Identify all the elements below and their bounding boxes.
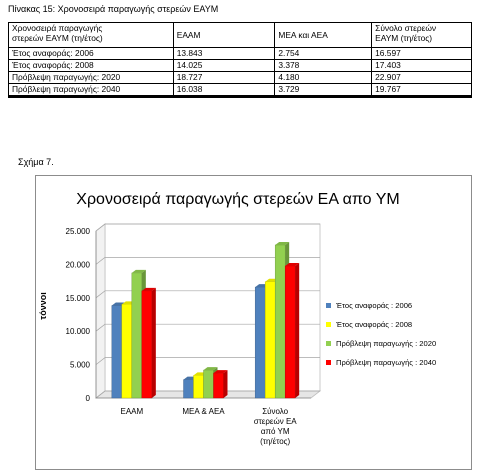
production-table: Χρονοσειρά παραγωγής στερεών ΕΑΥΜ (τη/έτ…: [8, 22, 472, 98]
legend-swatch: [326, 303, 331, 308]
gridline: [95, 223, 320, 232]
header-total-line1: Σύνολο στερεών: [375, 23, 437, 33]
legend: Έτος αναφοράς : 2006 Έτος αναφοράς : 2008…: [326, 301, 436, 367]
row-label: Πρόβλεψη παραγωγής: 2040: [8, 83, 174, 98]
row-label: Πρόβλεψη παραγωγής: 2020: [8, 71, 174, 84]
legend-entry: Έτος αναφοράς : 2006: [335, 301, 412, 310]
legend-swatch: [326, 341, 331, 346]
row-eaam: 13.843: [172, 47, 276, 60]
y-tick-label: 0: [86, 394, 91, 403]
bar-chart: Χρονοσειρά παραγωγής στερεών ΕΑ απο ΥΜ τ…: [38, 191, 436, 446]
bar: [141, 287, 156, 399]
table-row: Έτος αναφοράς: 2008 14.025 3.378 17.403: [8, 59, 472, 72]
chart-side-wall: [95, 223, 106, 399]
y-axis-label: τόννοι: [38, 292, 48, 320]
header-cell-mea: ΜΕΑ και ΑΕΑ: [274, 22, 373, 48]
table-row: Πρόβλεψη παραγωγής: 2040 16.038 3.729 19…: [8, 83, 472, 98]
header-cell-eaam: ΕΑΑΜ: [172, 22, 276, 48]
table-caption: Πίνακας 15: Χρονοσειρά παραγωγής στερεών…: [8, 4, 219, 14]
gridline: [95, 290, 320, 299]
header-series-line2: στερεών ΕΑΥΜ (τη/έτος): [12, 33, 103, 43]
legend-entry: Πρόβλεψη παραγωγής : 2040: [336, 358, 436, 367]
row-mea: 3.729: [274, 83, 373, 98]
row-mea: 2.754: [274, 47, 373, 60]
gridline: [95, 323, 320, 332]
plot-area: 0 5.000 10.000 15.000 20.000 25.000 ΕΑΑΜ ΜΕΑ & …: [66, 223, 322, 446]
y-tick-label: 5.000: [70, 361, 91, 370]
header-cell-total: Σύνολο στερεών ΕΑΥΜ (τη/έτος): [371, 22, 472, 48]
header-total-line2: ΕΑΥΜ (τη/έτος): [375, 33, 433, 43]
y-tick-label: 20.000: [66, 260, 91, 269]
table-row: Έτος αναφοράς: 2006 13.843 2.754 16.597: [8, 47, 472, 60]
x-tick-label: στερεών ΕΑ: [254, 417, 298, 426]
row-mea: 4.180: [274, 71, 373, 84]
chart-frame: Χρονοσειρά παραγωγής στερεών ΕΑ απο ΥΜ τ…: [35, 175, 472, 470]
x-tick-label: (τη/έτος): [260, 437, 290, 446]
row-eaam: 14.025: [172, 59, 276, 72]
row-total: 22.907: [371, 71, 472, 84]
gridline: [95, 390, 320, 399]
legend-entry: Έτος αναφοράς : 2008: [335, 320, 412, 329]
bar: [213, 370, 228, 399]
y-tick-label: 10.000: [66, 327, 91, 336]
legend-swatch: [326, 360, 331, 365]
row-total: 16.597: [371, 47, 472, 60]
header-cell-series: Χρονοσειρά παραγωγής στερεών ΕΑΥΜ (τη/έτ…: [8, 22, 174, 48]
gridline: [95, 257, 320, 265]
legend-entry: Πρόβλεψη παραγωγής : 2020: [336, 339, 436, 348]
chart-title: Χρονοσειρά παραγωγής στερεών ΕΑ απο ΥΜ: [76, 191, 399, 208]
row-label: Έτος αναφοράς: 2006: [8, 47, 174, 60]
table-row: Πρόβλεψη παραγωγής: 2020 18.727 4.180 22…: [8, 71, 472, 84]
figure-label: Σχήμα 7.: [18, 157, 54, 167]
row-mea: 3.378: [274, 59, 373, 72]
row-eaam: 16.038: [172, 83, 276, 98]
row-total: 19.767: [371, 83, 472, 98]
x-tick-label: ΕΑΑΜ: [120, 407, 143, 416]
x-tick-label: ΜΕΑ & ΑΕΑ: [182, 407, 225, 416]
y-tick-label: 25.000: [66, 227, 91, 236]
gridline: [95, 357, 320, 365]
legend-swatch: [326, 322, 331, 327]
row-label: Έτος αναφοράς: 2008: [8, 59, 174, 72]
x-tick-label: από ΥΜ: [261, 427, 290, 436]
y-tick-label: 15.000: [66, 294, 91, 303]
row-total: 17.403: [371, 59, 472, 72]
header-series-line1: Χρονοσειρά παραγωγής: [12, 23, 103, 33]
x-tick-label: Σύνολο: [262, 407, 288, 416]
bar: [284, 262, 300, 399]
table-header-row: Χρονοσειρά παραγωγής στερεών ΕΑΥΜ (τη/έτ…: [8, 22, 472, 48]
row-eaam: 18.727: [172, 71, 276, 84]
